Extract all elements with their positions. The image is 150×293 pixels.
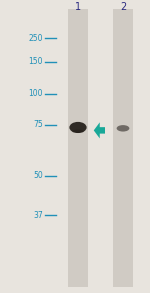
FancyArrow shape	[94, 122, 105, 139]
Text: 250: 250	[28, 34, 43, 42]
Text: 2: 2	[120, 2, 126, 12]
Text: 1: 1	[75, 2, 81, 12]
Text: 50: 50	[33, 171, 43, 180]
Text: 75: 75	[33, 120, 43, 129]
Text: 100: 100	[28, 89, 43, 98]
Bar	[113, 9, 133, 287]
Text: 37: 37	[33, 211, 43, 220]
Text: 150: 150	[28, 57, 43, 66]
Ellipse shape	[72, 130, 84, 133]
Ellipse shape	[117, 125, 129, 132]
Bar	[68, 9, 88, 287]
Ellipse shape	[69, 122, 87, 133]
